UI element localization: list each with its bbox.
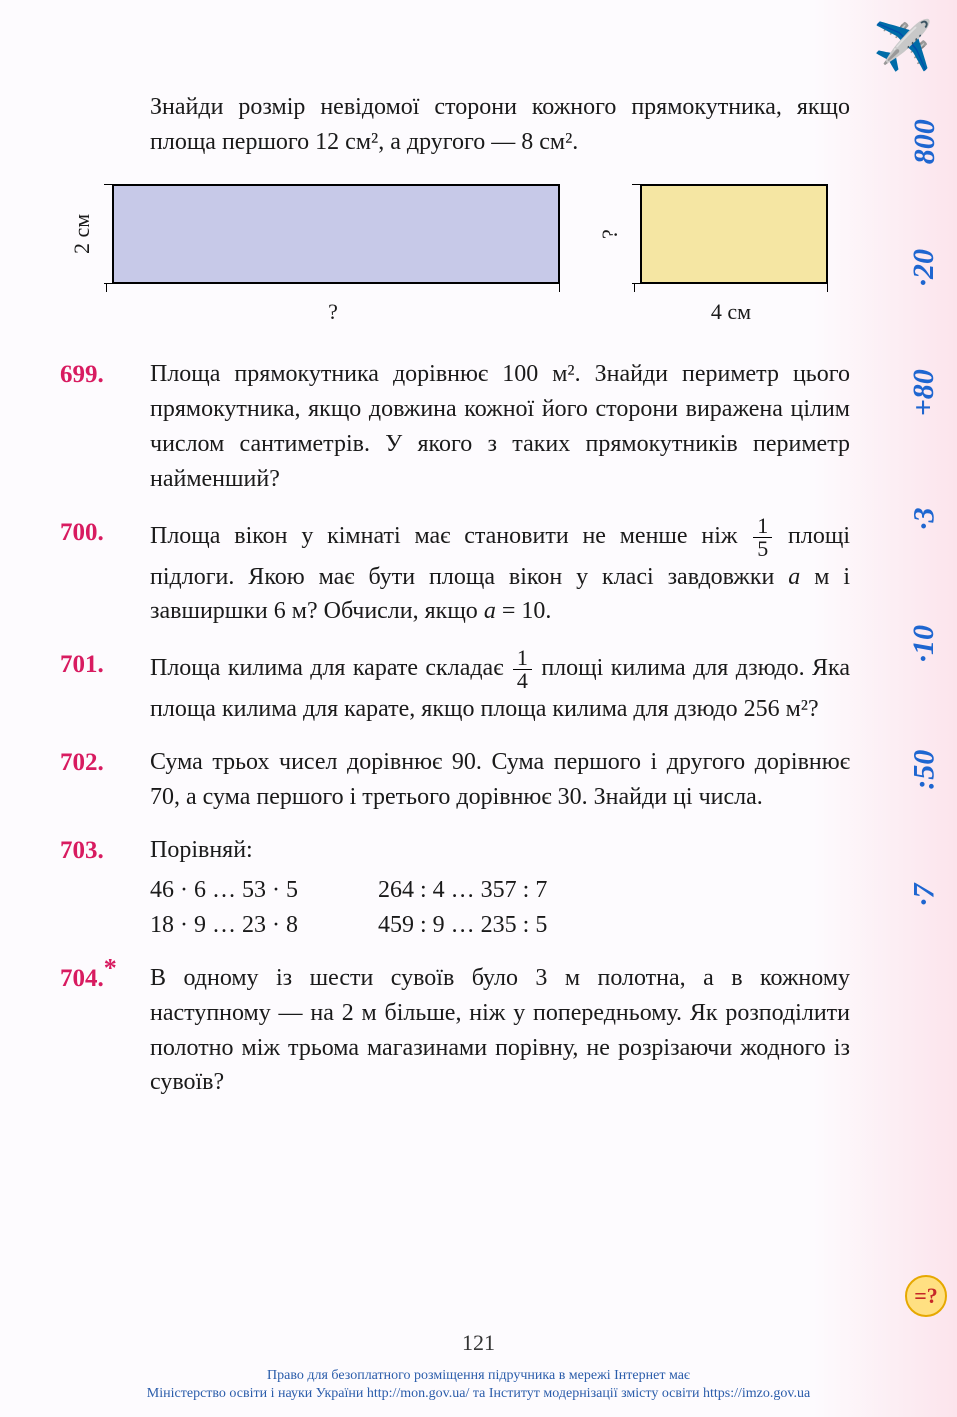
compare-item: 18 · 9 … 23 · 8 [150, 908, 298, 943]
equals-badge: =? [905, 1275, 947, 1317]
problem-number: 701. [60, 647, 150, 727]
right-rect-shape [640, 184, 828, 284]
right-side-label: ? [588, 184, 632, 284]
problem-number: 703. [60, 833, 150, 943]
problem-702: 702. Сума трьох чисел дорівнює 90. Сума … [60, 745, 850, 815]
problem-text: Площа прямокутника дорівнює 100 м². Знай… [150, 357, 850, 496]
rectangles-diagram: 2 см ? ? 4 см [60, 184, 850, 328]
rectangle-left: 2 см ? [60, 184, 560, 328]
rectangle-right: ? 4 см [588, 184, 828, 328]
compare-item: 46 · 6 … 53 · 5 [150, 873, 298, 908]
page-number: 121 [0, 1327, 957, 1359]
problem-699: 699. Площа прямокутника дорівнює 100 м².… [60, 357, 850, 496]
airplane-decoration: ✈️ [873, 12, 933, 82]
compare-columns: 46 · 6 … 53 · 5 18 · 9 … 23 · 8 264 : 4 … [150, 873, 850, 943]
sidebar-item: ·20 [902, 249, 946, 287]
left-rect-shape [112, 184, 560, 284]
compare-item: 459 : 9 … 235 : 5 [378, 908, 547, 943]
problem-number: 702. [60, 745, 150, 815]
page-content: Знайди розмір невідомої сторони кожного … [60, 90, 850, 1118]
footer-text: Право для безоплатного розміщення підруч… [0, 1367, 957, 1403]
sidebar-item: ·7 [902, 884, 946, 907]
right-bottom-label: 4 см [634, 296, 828, 328]
left-side-label: 2 см [60, 184, 104, 284]
sidebar-item: ·10 [902, 625, 946, 663]
sidebar-item: :50 [902, 749, 946, 789]
problem-text: Порівняй: 46 · 6 … 53 · 5 18 · 9 … 23 · … [150, 833, 850, 943]
problem-number: 704.* [60, 961, 150, 1100]
problem-number: 699. [60, 357, 150, 496]
problem-text: В одному із шести сувоїв було 3 м полотн… [150, 961, 850, 1100]
problem-703: 703. Порівняй: 46 · 6 … 53 · 5 18 · 9 … … [60, 833, 850, 943]
sidebar-item: +80 [902, 369, 946, 416]
sidebar-item: ·3 [902, 507, 946, 530]
sidebar-numbers: 800 ·20 +80 ·3 ·10 :50 ·7 [897, 120, 951, 917]
intro-text: Знайди розмір невідомої сторони кожного … [60, 90, 850, 160]
problem-text: Сума трьох чисел дорівнює 90. Сума першо… [150, 745, 850, 815]
sidebar-item: 800 [902, 119, 946, 164]
problem-700: 700. Площа вікон у кімнаті має становити… [60, 515, 850, 630]
problem-704: 704.* В одному із шести сувоїв було 3 м … [60, 961, 850, 1100]
problem-701: 701. Площа килима для карате складає 14 … [60, 647, 850, 727]
problem-text: Площа вікон у кімнаті має становити не м… [150, 515, 850, 630]
problem-text: Площа килима для карате складає 14 площі… [150, 647, 850, 727]
problem-number: 700. [60, 515, 150, 630]
compare-item: 264 : 4 … 357 : 7 [378, 873, 547, 908]
left-bottom-label: ? [106, 296, 560, 328]
